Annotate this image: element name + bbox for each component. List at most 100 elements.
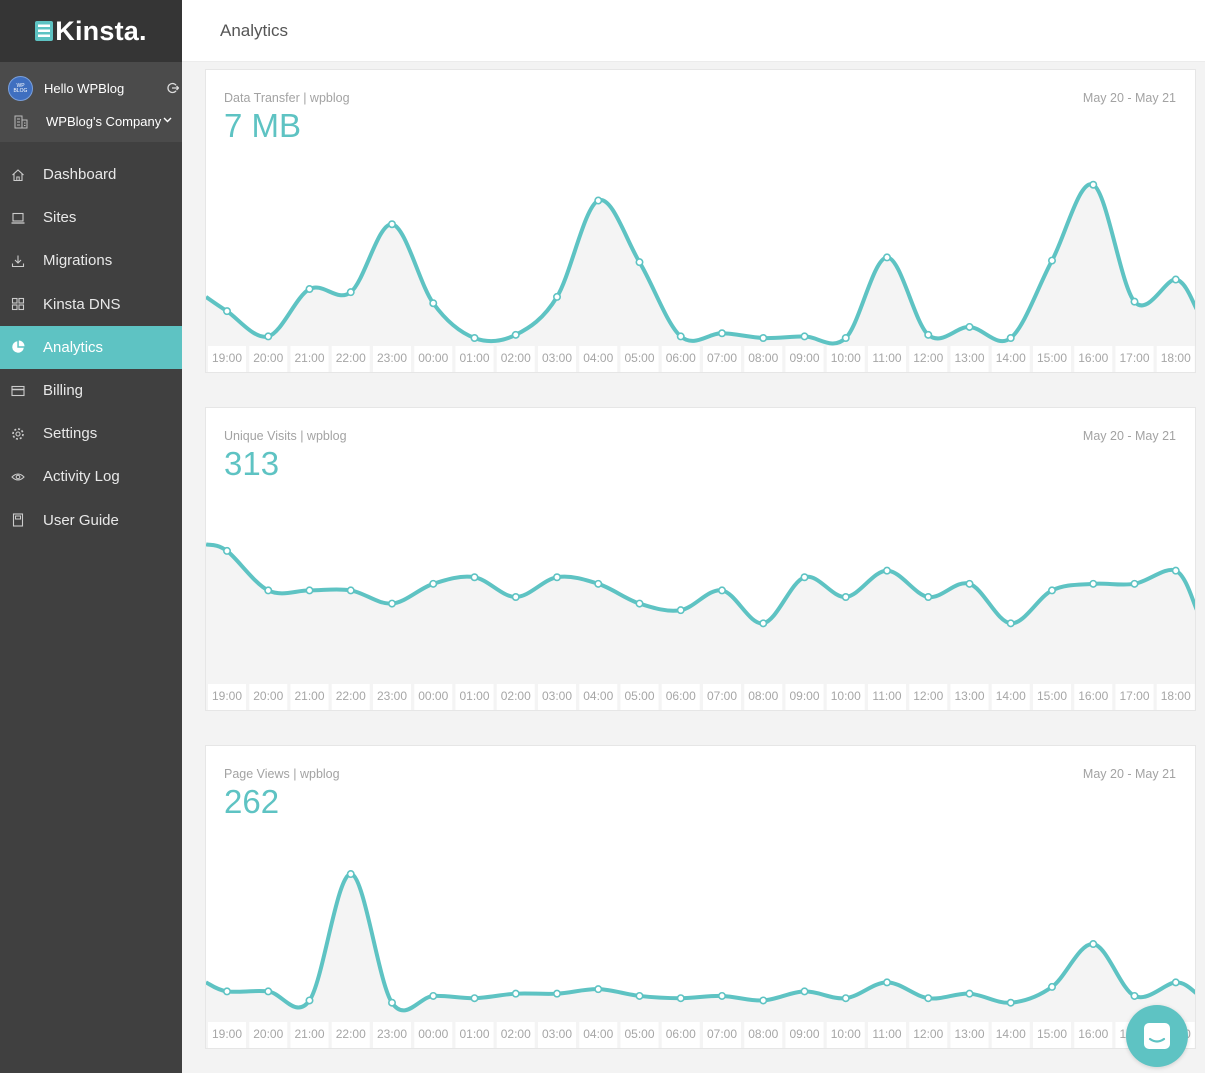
data-point[interactable]: [429, 579, 438, 588]
data-point[interactable]: [759, 619, 768, 628]
data-point[interactable]: [264, 586, 273, 595]
card-label: Unique Visits | wpblog: [224, 429, 347, 443]
x-tick-label: 20:00: [253, 351, 283, 365]
logout-icon[interactable]: [167, 82, 179, 94]
data-point[interactable]: [511, 330, 520, 339]
company-selector[interactable]: WPBlog's Company: [0, 105, 182, 138]
data-point[interactable]: [841, 593, 850, 602]
data-point[interactable]: [965, 989, 974, 998]
nav-item-sites[interactable]: Sites: [0, 196, 182, 239]
nav-item-settings[interactable]: Settings: [0, 412, 182, 455]
data-point[interactable]: [717, 586, 726, 595]
data-point[interactable]: [635, 599, 644, 608]
nav-item-activity-log[interactable]: Activity Log: [0, 455, 182, 498]
data-point[interactable]: [800, 987, 809, 996]
data-point[interactable]: [1089, 579, 1098, 588]
data-point[interactable]: [511, 989, 520, 998]
nav-item-kinsta-dns[interactable]: Kinsta DNS: [0, 283, 182, 326]
data-point[interactable]: [388, 998, 397, 1007]
data-point[interactable]: [552, 292, 561, 301]
data-point[interactable]: [305, 285, 314, 294]
data-point[interactable]: [1171, 978, 1180, 987]
data-point[interactable]: [882, 253, 891, 262]
nav-item-user-guide[interactable]: User Guide: [0, 499, 182, 542]
data-point[interactable]: [305, 586, 314, 595]
data-point[interactable]: [965, 579, 974, 588]
data-point[interactable]: [346, 586, 355, 595]
data-point[interactable]: [1006, 619, 1015, 628]
data-point[interactable]: [800, 573, 809, 582]
nav-item-dashboard[interactable]: Dashboard: [0, 153, 182, 196]
data-point[interactable]: [676, 994, 685, 1003]
data-point[interactable]: [1130, 579, 1139, 588]
data-point[interactable]: [924, 994, 933, 1003]
data-point[interactable]: [800, 332, 809, 341]
data-point[interactable]: [841, 994, 850, 1003]
data-point[interactable]: [676, 332, 685, 341]
nav-item-migrations[interactable]: Migrations: [0, 239, 182, 282]
data-point[interactable]: [841, 333, 850, 342]
data-point[interactable]: [676, 606, 685, 615]
data-point[interactable]: [222, 546, 231, 555]
data-point[interactable]: [1171, 566, 1180, 575]
data-point[interactable]: [388, 599, 397, 608]
data-point[interactable]: [635, 991, 644, 1000]
home-icon: [12, 168, 24, 181]
data-point[interactable]: [882, 566, 891, 575]
data-point[interactable]: [1171, 275, 1180, 284]
x-tick-label: 09:00: [789, 351, 819, 365]
avatar[interactable]: WP BLOG: [8, 76, 33, 101]
data-point[interactable]: [346, 288, 355, 297]
data-point[interactable]: [1047, 982, 1056, 991]
unique-visits-chart: 19:00 20:00 21:00 22:00 23:00 00:00 01:00 02:00…: [206, 542, 1195, 710]
data-point[interactable]: [429, 991, 438, 1000]
x-tick-label: 13:00: [954, 689, 984, 703]
gear-icon: [12, 427, 24, 440]
x-tick-plate: [290, 1022, 329, 1048]
data-point[interactable]: [470, 333, 479, 342]
x-tick-label: 06:00: [666, 689, 696, 703]
data-point[interactable]: [346, 870, 355, 879]
data-point[interactable]: [1047, 256, 1056, 265]
data-point[interactable]: [717, 991, 726, 1000]
data-point[interactable]: [511, 593, 520, 602]
chat-launcher-button[interactable]: [1126, 1005, 1188, 1067]
x-tick-label: 01:00: [459, 1027, 489, 1041]
data-point[interactable]: [1006, 998, 1015, 1007]
data-point[interactable]: [1089, 940, 1098, 949]
x-tick-plate: [455, 1022, 494, 1048]
data-point[interactable]: [717, 329, 726, 338]
data-point[interactable]: [305, 996, 314, 1005]
data-point[interactable]: [222, 987, 231, 996]
nav-item-analytics[interactable]: Analytics: [0, 325, 182, 369]
data-point[interactable]: [1130, 991, 1139, 1000]
data-point[interactable]: [222, 307, 231, 316]
data-point[interactable]: [388, 220, 397, 229]
data-point[interactable]: [594, 196, 603, 205]
data-point[interactable]: [759, 996, 768, 1005]
data-point[interactable]: [470, 573, 479, 582]
data-point[interactable]: [1047, 586, 1056, 595]
data-point[interactable]: [635, 258, 644, 267]
data-point[interactable]: [594, 579, 603, 588]
nav-item-billing[interactable]: Billing: [0, 369, 182, 412]
data-point[interactable]: [759, 333, 768, 342]
data-point[interactable]: [924, 330, 933, 339]
data-point[interactable]: [1006, 333, 1015, 342]
data-point[interactable]: [264, 332, 273, 341]
data-point[interactable]: [429, 299, 438, 308]
data-point[interactable]: [1130, 297, 1139, 306]
chat-icon: [1144, 1023, 1170, 1049]
data-point[interactable]: [470, 994, 479, 1003]
data-point[interactable]: [264, 987, 273, 996]
data-point[interactable]: [882, 978, 891, 987]
data-point[interactable]: [594, 985, 603, 994]
data-point[interactable]: [1089, 180, 1098, 189]
x-tick-label: 08:00: [748, 351, 778, 365]
data-point[interactable]: [552, 989, 561, 998]
data-point[interactable]: [965, 322, 974, 331]
data-point[interactable]: [552, 573, 561, 582]
kinsta-logo[interactable]: Kinsta.: [0, 0, 182, 62]
data-point[interactable]: [924, 593, 933, 602]
x-tick-plate: [373, 1022, 411, 1048]
